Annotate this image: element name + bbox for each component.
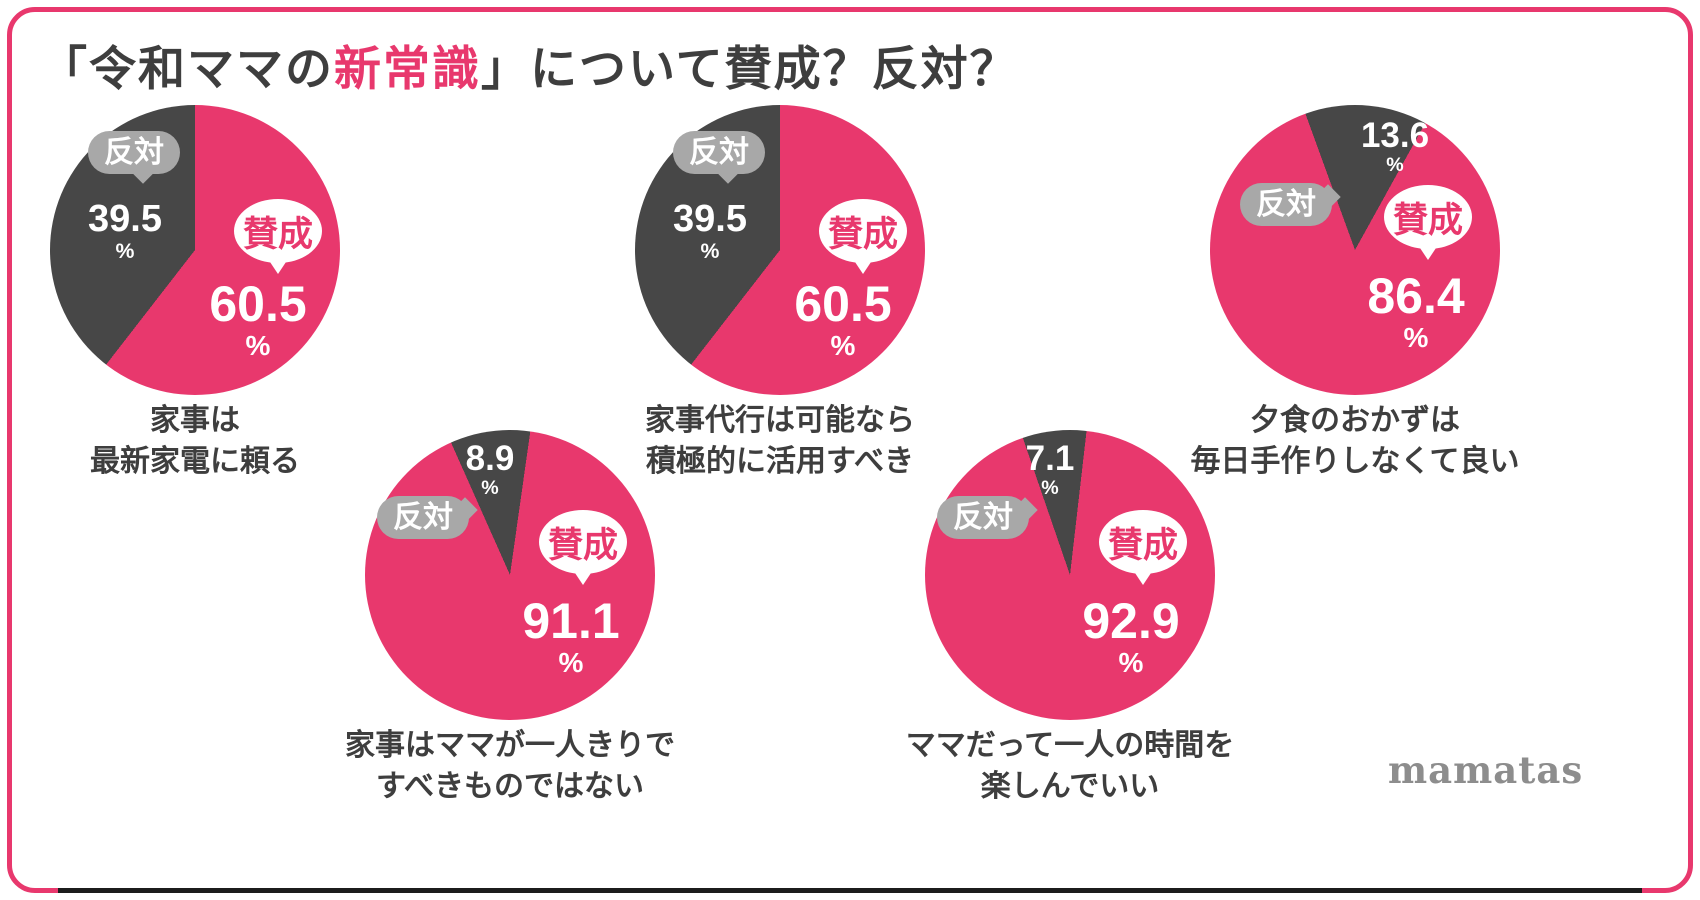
disagree-bubble: 反対 bbox=[377, 496, 478, 539]
caption-line: ママだって一人の時間を bbox=[905, 729, 1235, 762]
agree-bubble-tail bbox=[1418, 245, 1438, 260]
disagree-number: 13.6 bbox=[1360, 116, 1430, 155]
pie-chart-housework-service: 反対 39.5 % 賛成 60.5 % 家事代行は可能なら 積極的に活用すべき bbox=[635, 105, 925, 478]
caption-line: 楽しんでいい bbox=[980, 769, 1160, 803]
disagree-label: 反対 bbox=[1256, 188, 1316, 221]
agree-number: 86.4 bbox=[1367, 268, 1465, 324]
brand-logo: mamatas bbox=[1388, 748, 1584, 792]
agree-number: 91.1 bbox=[522, 593, 620, 649]
agree-bubble: 賛成 bbox=[234, 199, 322, 274]
percent-sign: % bbox=[830, 329, 856, 361]
disagree-value: 39.5 % bbox=[50, 198, 200, 264]
percent-sign: % bbox=[1403, 321, 1429, 353]
agree-value: 92.9 % bbox=[1051, 593, 1211, 678]
caption-line: 夕食のおかずは bbox=[1250, 404, 1460, 437]
pie-chart-mom-alone-time: 7.1 % 反対 賛成 92.9 % ママだって一人の時間を 楽しんでいい bbox=[906, 430, 1234, 803]
pie-graphic bbox=[365, 430, 655, 720]
agree-bubble-tail bbox=[1133, 570, 1153, 585]
disagree-label: 反対 bbox=[104, 136, 164, 169]
disagree-bubble: 反対 bbox=[673, 131, 765, 184]
percent-sign: % bbox=[1041, 477, 1059, 500]
caption-line: 毎日手作りしなくて良い bbox=[1190, 444, 1520, 478]
agree-bubble: 賛成 bbox=[1384, 185, 1472, 260]
disagree-number: 39.5 bbox=[673, 198, 747, 240]
caption-line: 家事は bbox=[150, 404, 240, 437]
disagree-label: 反対 bbox=[689, 136, 749, 169]
percent-sign: % bbox=[1386, 154, 1404, 177]
disagree-number: 7.1 bbox=[1025, 439, 1075, 478]
percent-sign: % bbox=[245, 329, 271, 361]
chart-caption: 夕食のおかずは 毎日手作りしなくて良い bbox=[1155, 401, 1555, 482]
agree-label: 賛成 bbox=[1107, 525, 1178, 565]
title-prefix: 「令和ママの bbox=[40, 42, 334, 95]
chart-caption: 家事代行は可能なら 積極的に活用すべき bbox=[580, 401, 980, 482]
agree-label: 賛成 bbox=[1392, 200, 1463, 240]
caption-line: 積極的に活用すべき bbox=[646, 444, 914, 478]
disagree-value: 7.1 % bbox=[980, 439, 1120, 500]
disagree-number: 8.9 bbox=[465, 439, 515, 478]
percent-sign: % bbox=[700, 239, 720, 264]
agree-bubble: 賛成 bbox=[819, 199, 907, 274]
agree-bubble-tail bbox=[853, 259, 873, 274]
agree-bubble-tail bbox=[573, 570, 593, 585]
disagree-bubble: 反対 bbox=[88, 131, 180, 184]
caption-line: 家事代行は可能なら bbox=[645, 404, 915, 437]
percent-sign: % bbox=[115, 239, 135, 264]
agree-label: 賛成 bbox=[827, 214, 898, 254]
disagree-bubble: 反対 bbox=[1240, 183, 1341, 226]
pie-chart-dinner-handmade: 13.6 % 反対 賛成 86.4 % 夕食のおかずは 毎日手作りしなくて良い bbox=[1190, 105, 1520, 478]
disagree-bubble: 反対 bbox=[937, 496, 1038, 539]
page-title: 「令和ママの新常識」について賛成？反対？ bbox=[40, 30, 1019, 99]
title-highlight: 新常識 bbox=[334, 42, 481, 95]
disagree-label: 反対 bbox=[953, 501, 1013, 534]
disagree-number: 39.5 bbox=[88, 198, 162, 240]
caption-line: 家事はママが一人きりで bbox=[345, 729, 675, 762]
pie-chart-not-alone-housework: 8.9 % 反対 賛成 91.1 % 家事はママが一人きりで すべきものではない bbox=[345, 430, 675, 803]
percent-sign: % bbox=[558, 646, 584, 678]
agree-number: 60.5 bbox=[794, 276, 892, 332]
disagree-label: 反対 bbox=[393, 501, 453, 534]
agree-value: 60.5 % bbox=[763, 276, 923, 361]
title-suffix: 」について賛成？反対？ bbox=[481, 42, 1019, 95]
agree-value: 91.1 % bbox=[491, 593, 651, 678]
agree-bubble-tail bbox=[268, 259, 288, 274]
pie-chart-housework-appliances: 反対 39.5 % 賛成 60.5 % 家事は 最新家電に頼る bbox=[50, 105, 340, 478]
disagree-value: 13.6 % bbox=[1320, 116, 1470, 177]
agree-number: 60.5 bbox=[209, 276, 307, 332]
chart-caption: 家事はママが一人きりで すべきものではない bbox=[310, 726, 710, 807]
pie-graphic bbox=[925, 430, 1215, 720]
chart-caption: 家事は 最新家電に頼る bbox=[0, 401, 395, 482]
bottom-border-line bbox=[58, 888, 1642, 893]
agree-label: 賛成 bbox=[242, 214, 313, 254]
chart-caption: ママだって一人の時間を 楽しんでいい bbox=[870, 726, 1270, 807]
agree-number: 92.9 bbox=[1082, 593, 1180, 649]
pie-graphic bbox=[1210, 105, 1500, 395]
agree-value: 86.4 % bbox=[1336, 268, 1496, 353]
agree-label: 賛成 bbox=[547, 525, 618, 565]
agree-bubble: 賛成 bbox=[1099, 510, 1187, 585]
percent-sign: % bbox=[1118, 646, 1144, 678]
disagree-value: 8.9 % bbox=[420, 439, 560, 500]
caption-line: 最新家電に頼る bbox=[90, 444, 300, 478]
caption-line: すべきものではない bbox=[376, 769, 644, 803]
percent-sign: % bbox=[481, 477, 499, 500]
agree-value: 60.5 % bbox=[178, 276, 338, 361]
agree-bubble: 賛成 bbox=[539, 510, 627, 585]
disagree-value: 39.5 % bbox=[635, 198, 785, 264]
